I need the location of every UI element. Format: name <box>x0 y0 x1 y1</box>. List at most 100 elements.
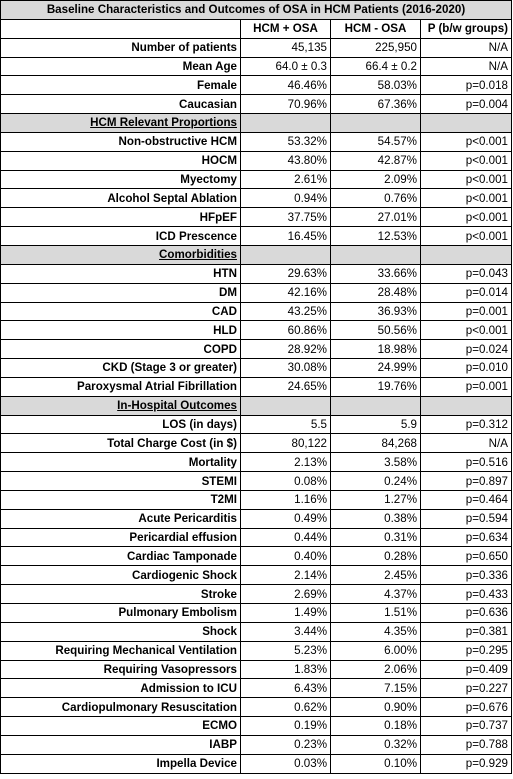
row-label: Mean Age <box>0 56 241 77</box>
table-row: DM 42.16% 28.48% p=0.014 <box>0 282 512 303</box>
row-label: HLD <box>0 320 241 341</box>
value-hcm-osa: 64.0 ± 0.3 <box>240 56 331 77</box>
value-hcm-no-osa: 6.00% <box>330 640 421 661</box>
value-hcm-osa: 0.62% <box>240 697 331 718</box>
p-value: p=0.014 <box>420 282 512 303</box>
row-label: Myectomy <box>0 169 241 190</box>
p-value: p=0.004 <box>420 94 512 115</box>
p-value: p<0.001 <box>420 188 512 209</box>
row-label: HFpEF <box>0 207 241 228</box>
table-row: HLD 60.86% 50.56% p<0.001 <box>0 320 512 341</box>
table-row: Cardiogenic Shock 2.14% 2.45% p=0.336 <box>0 565 512 586</box>
section-header-label: In-Hospital Outcomes <box>0 395 241 416</box>
value-hcm-osa: 42.16% <box>240 282 331 303</box>
value-hcm-no-osa: 7.15% <box>330 678 421 699</box>
table-row: Pericardial effusion 0.44% 0.31% p=0.634 <box>0 527 512 548</box>
value-hcm-no-osa: 225,950 <box>330 37 421 58</box>
value-hcm-osa: 5.23% <box>240 640 331 661</box>
table-row: HFpEF 37.75% 27.01% p<0.001 <box>0 207 512 228</box>
value-hcm-no-osa: 18.98% <box>330 339 421 360</box>
p-value: p=0.024 <box>420 339 512 360</box>
value-hcm-osa: 2.69% <box>240 584 331 604</box>
table-row: ECMO 0.19% 0.18% p=0.737 <box>0 716 512 736</box>
table-row: Cardiac Tamponade 0.40% 0.28% p=0.650 <box>0 546 512 567</box>
value-hcm-osa: 6.43% <box>240 678 331 699</box>
row-label: Non-obstructive HCM <box>0 131 241 152</box>
table-row: Mean Age 64.0 ± 0.3 66.4 ± 0.2 N/A <box>0 56 512 77</box>
table-row: HTN 29.63% 33.66% p=0.043 <box>0 263 512 284</box>
row-label: Admission to ICU <box>0 678 241 699</box>
p-value: N/A <box>420 433 512 454</box>
value-hcm-osa: 80,122 <box>240 433 331 454</box>
row-label: Shock <box>0 621 241 642</box>
value-hcm-no-osa: 0.28% <box>330 546 421 567</box>
row-label: Total Charge Cost (in $) <box>0 433 241 454</box>
value-hcm-no-osa: 2.06% <box>330 659 421 680</box>
table-row: Caucasian 70.96% 67.36% p=0.004 <box>0 94 512 115</box>
value-hcm-no-osa: 67.36% <box>330 94 421 115</box>
p-value: p=0.336 <box>420 565 512 586</box>
p-value: p=0.043 <box>420 263 512 284</box>
p-value: p=0.312 <box>420 414 512 435</box>
table-row: Requiring Mechanical Ventilation 5.23% 6.0… <box>0 640 512 661</box>
table-row: CKD (Stage 3 or greater) 30.08% 24.99% p=0.… <box>0 358 512 378</box>
table-row: HOCM 43.80% 42.87% p<0.001 <box>0 150 512 171</box>
value-hcm-osa: 43.25% <box>240 301 331 322</box>
section-header-empty-cell <box>330 113 421 133</box>
value-hcm-no-osa: 50.56% <box>330 320 421 341</box>
value-hcm-osa: 60.86% <box>240 320 331 341</box>
value-hcm-osa: 0.19% <box>240 716 331 736</box>
row-label: Alcohol Septal Ablation <box>0 188 241 209</box>
row-label: Cardiopulmonary Resuscitation <box>0 697 241 718</box>
p-value: p=0.636 <box>420 603 512 623</box>
value-hcm-no-osa: 0.32% <box>330 734 421 755</box>
value-hcm-osa: 0.03% <box>240 753 331 774</box>
row-label: Cardiogenic Shock <box>0 565 241 586</box>
value-hcm-no-osa: 19.76% <box>330 376 421 397</box>
row-label: Paroxysmal Atrial Fibrillation <box>0 376 241 397</box>
value-hcm-osa: 45,135 <box>240 37 331 58</box>
row-label: ECMO <box>0 716 241 736</box>
table-row: Female 46.46% 58.03% p=0.018 <box>0 75 512 96</box>
value-hcm-osa: 0.44% <box>240 527 331 548</box>
row-label: Pericardial effusion <box>0 527 241 548</box>
value-hcm-osa: 29.63% <box>240 263 331 284</box>
row-label: Acute Pericarditis <box>0 508 241 529</box>
row-label: Cardiac Tamponade <box>0 546 241 567</box>
table-row: Acute Pericarditis 0.49% 0.38% p=0.594 <box>0 508 512 529</box>
p-value: p<0.001 <box>420 150 512 171</box>
value-hcm-no-osa: 3.58% <box>330 452 421 473</box>
p-value: p=0.018 <box>420 75 512 96</box>
value-hcm-no-osa: 12.53% <box>330 226 421 246</box>
value-hcm-osa: 5.5 <box>240 414 331 435</box>
section-header-row: HCM Relevant Proportions <box>0 113 512 133</box>
column-header-label <box>0 18 241 39</box>
section-header-empty-cell <box>240 395 331 416</box>
p-value: p=0.634 <box>420 527 512 548</box>
column-header-row: HCM + OSA HCM - OSA P (b/w groups) <box>0 18 512 39</box>
value-hcm-osa: 0.94% <box>240 188 331 209</box>
value-hcm-osa: 30.08% <box>240 358 331 378</box>
table-row: Requiring Vasopressors 1.83% 2.06% p=0.409 <box>0 659 512 680</box>
p-value: p<0.001 <box>420 207 512 228</box>
table-row: Stroke 2.69% 4.37% p=0.433 <box>0 584 512 604</box>
value-hcm-osa: 53.32% <box>240 131 331 152</box>
row-label: LOS (in days) <box>0 414 241 435</box>
p-value: p=0.594 <box>420 508 512 529</box>
p-value: p=0.929 <box>420 753 512 774</box>
p-value: p=0.737 <box>420 716 512 736</box>
value-hcm-no-osa: 24.99% <box>330 358 421 378</box>
value-hcm-osa: 3.44% <box>240 621 331 642</box>
section-header-empty-cell <box>330 395 421 416</box>
value-hcm-osa: 70.96% <box>240 94 331 115</box>
value-hcm-osa: 2.61% <box>240 169 331 190</box>
table-row: LOS (in days) 5.5 5.9 p=0.312 <box>0 414 512 435</box>
row-label: Requiring Mechanical Ventilation <box>0 640 241 661</box>
value-hcm-no-osa: 0.76% <box>330 188 421 209</box>
p-value: p=0.409 <box>420 659 512 680</box>
p-value: p=0.788 <box>420 734 512 755</box>
p-value: p=0.464 <box>420 489 512 510</box>
table-title: Baseline Characteristics and Outcomes of… <box>0 0 512 20</box>
